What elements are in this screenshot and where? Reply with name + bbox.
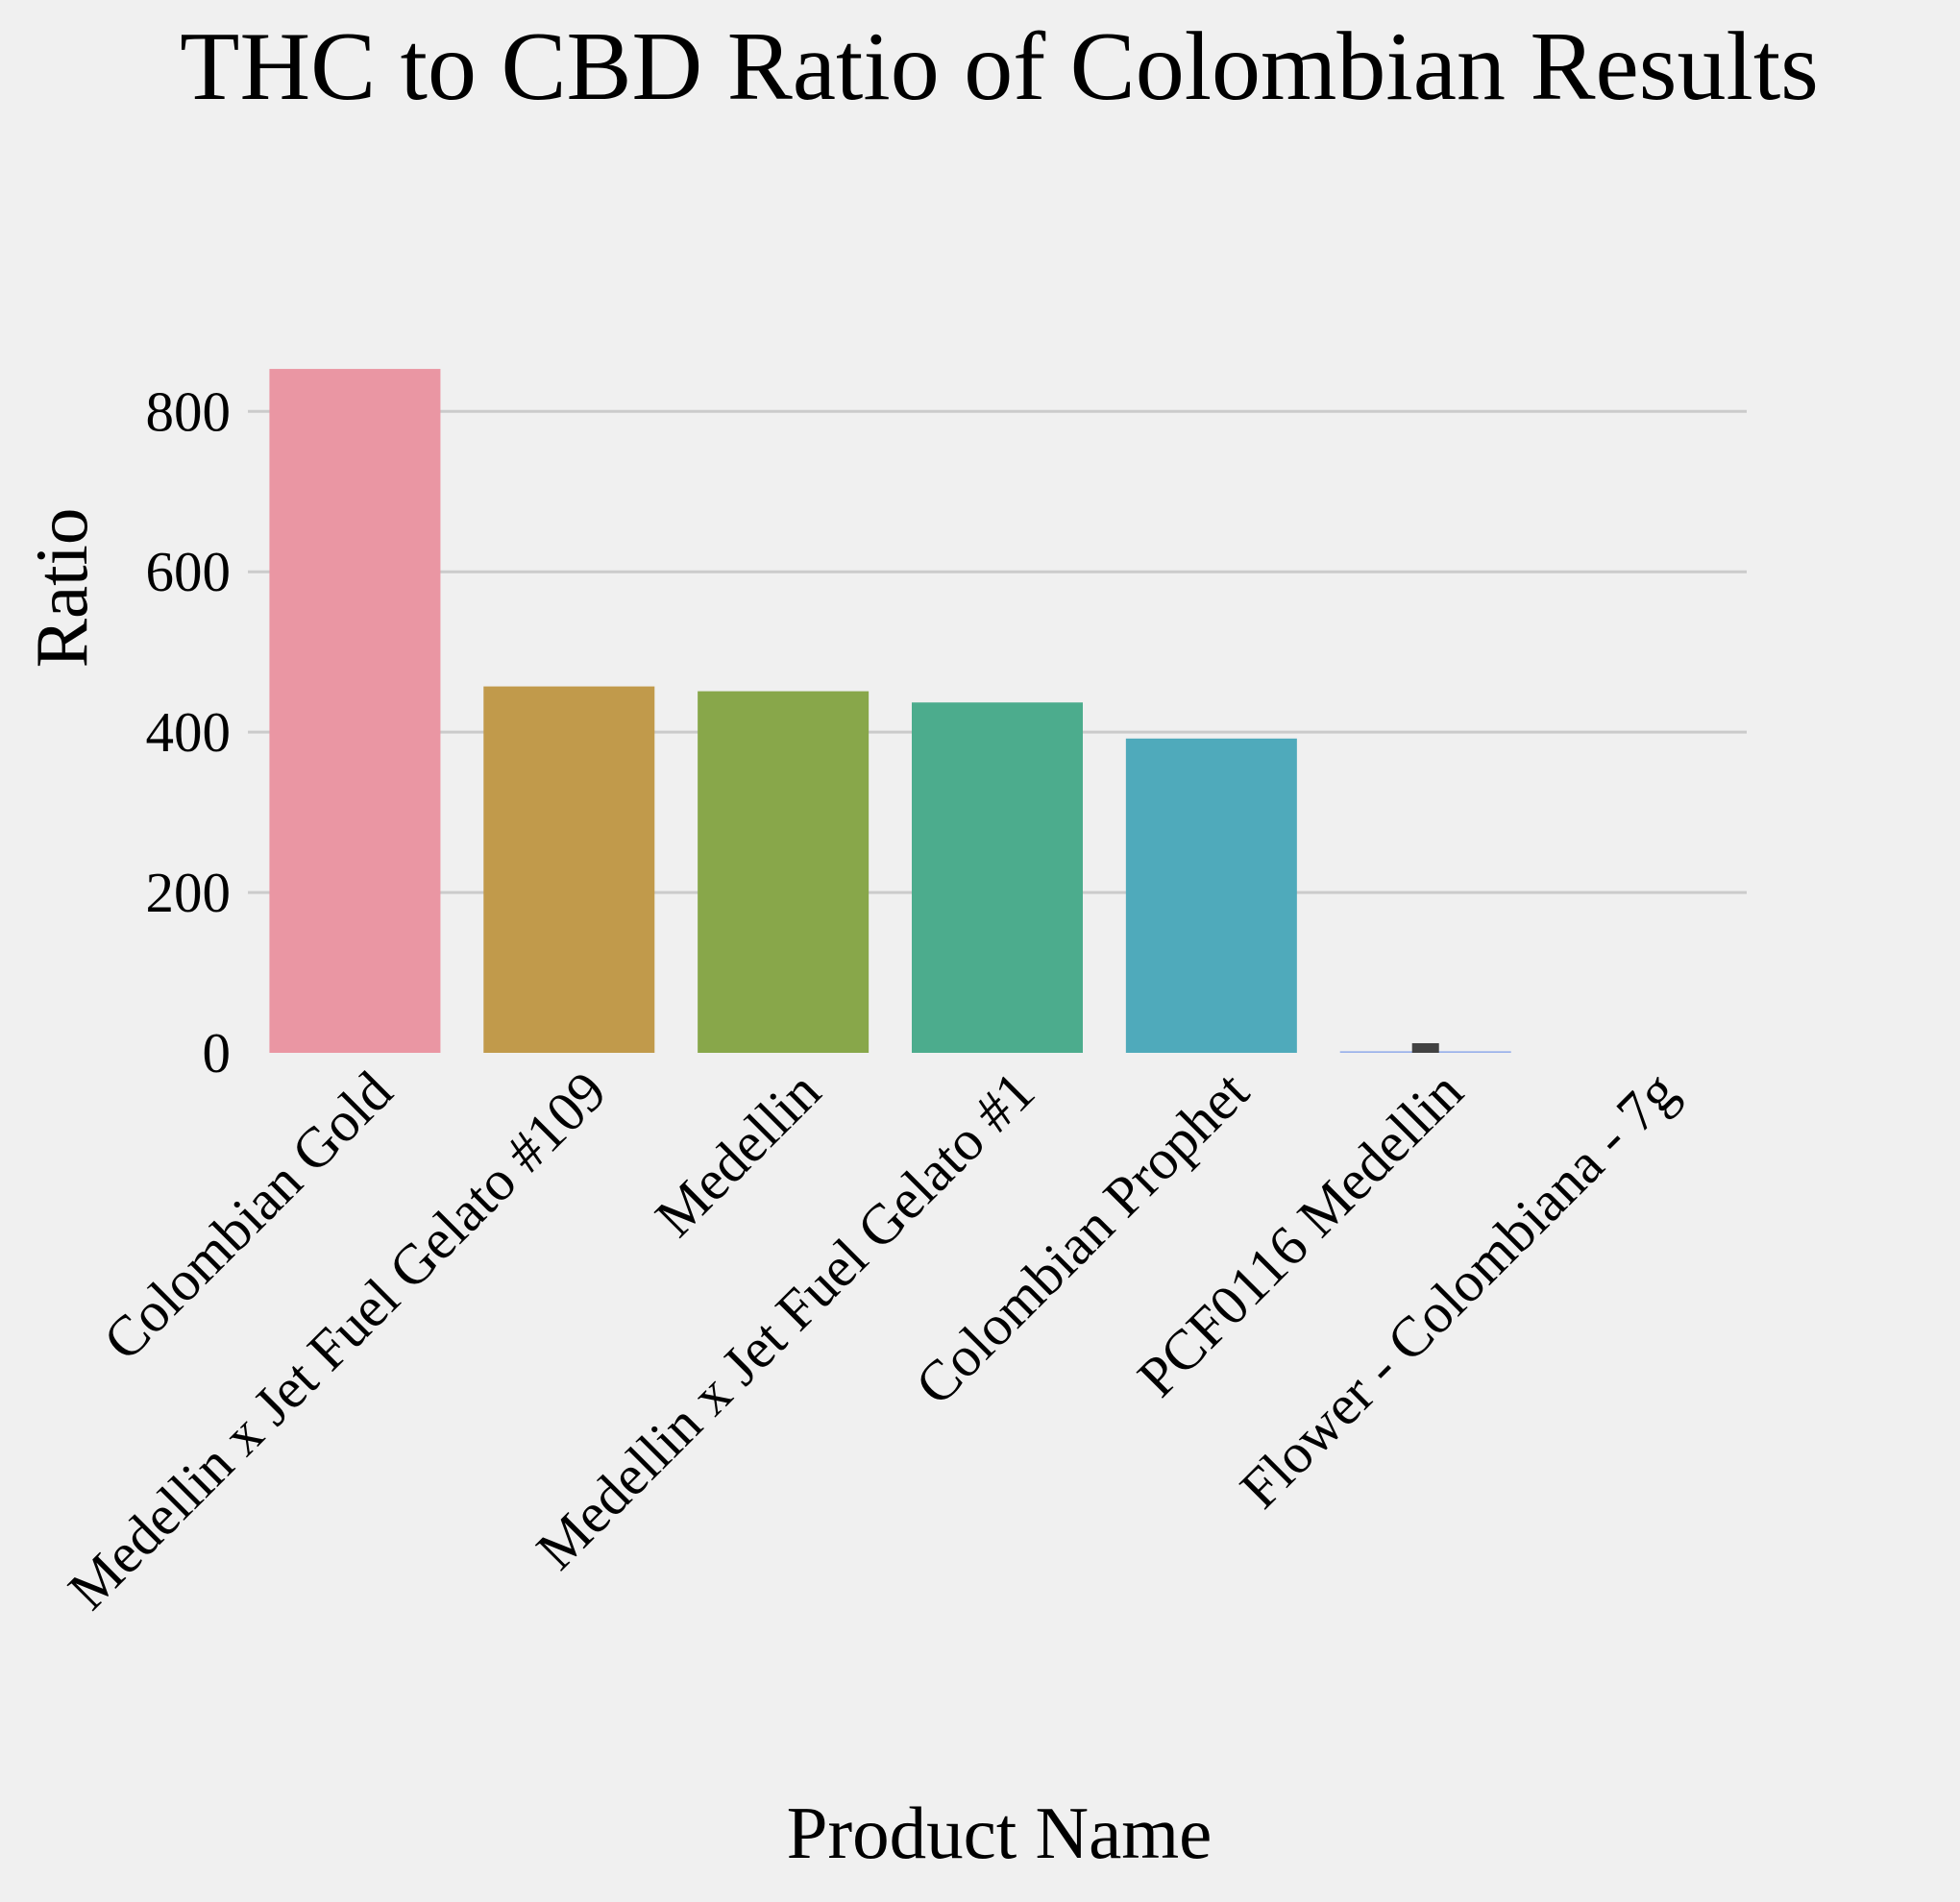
y-tick-label-200: 200: [146, 861, 232, 924]
y-tick-label-400: 400: [146, 700, 232, 764]
bar-4: [1125, 738, 1297, 1053]
y-tick-label-600: 600: [146, 540, 232, 603]
y-tick-label-0: 0: [203, 1021, 232, 1085]
bar-0: [269, 369, 441, 1053]
bars: [269, 369, 1511, 1053]
y-axis-label: Ratio: [20, 508, 103, 669]
bar-3: [912, 702, 1083, 1053]
x-axis-label: Product Name: [787, 1792, 1213, 1874]
error-bar-5: [1411, 1042, 1439, 1053]
bar-1: [483, 686, 655, 1053]
y-tick-label-800: 800: [146, 379, 232, 443]
chart-title: THC to CBD Ratio of Colombian Results: [180, 12, 1819, 121]
bar-2: [698, 691, 870, 1053]
error-bars: [1411, 1042, 1439, 1053]
y-tick-labels: 0 200 400 600 800: [146, 379, 232, 1085]
